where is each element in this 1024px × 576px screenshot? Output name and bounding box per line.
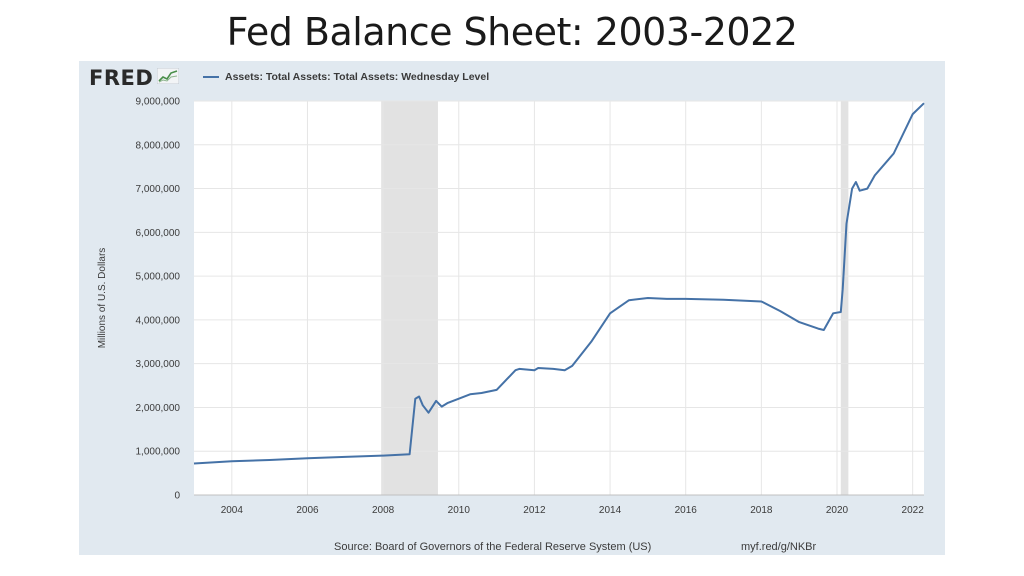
legend-swatch [203, 76, 219, 78]
y-tick-label-2: 2,000,000 [136, 403, 181, 414]
x-tick-label-3: 2010 [448, 505, 471, 516]
y-tick-label-3: 3,000,000 [136, 359, 181, 370]
y-tick-label-6: 6,000,000 [136, 228, 181, 239]
legend-series-name: Assets: Total Assets: Total Assets: Wedn… [225, 71, 490, 83]
fred-logo-text: FRED [89, 66, 154, 90]
fred-chart-panel: FRED Assets: Total Assets: Total Assets:… [79, 61, 945, 555]
x-tick-label-7: 2018 [750, 505, 773, 516]
chart-legend[interactable]: Assets: Total Assets: Total Assets: Wedn… [203, 71, 489, 83]
chart-permalink[interactable]: myf.red/g/NKBr [741, 541, 817, 553]
x-tick-label-9: 2022 [902, 505, 925, 516]
x-tick-label-1: 2006 [296, 505, 319, 516]
chart-source: Source: Board of Governors of the Federa… [334, 541, 652, 553]
y-tick-label-0: 0 [174, 491, 180, 502]
recession-shade-1 [840, 101, 849, 495]
y-tick-label-1: 1,000,000 [136, 447, 181, 458]
x-tick-label-5: 2014 [599, 505, 622, 516]
recession-shade-0 [381, 101, 438, 495]
plot-background [194, 101, 924, 495]
y-axis-title: Millions of U.S. Dollars [97, 248, 108, 349]
x-tick-label-2: 2008 [372, 505, 395, 516]
x-tick-label-4: 2012 [523, 505, 546, 516]
y-tick-label-8: 8,000,000 [136, 140, 181, 151]
y-tick-label-7: 7,000,000 [136, 184, 181, 195]
chart-plot: 0 1,000,000 2,000,000 3,000,000 4,000,000 5,0… [97, 97, 925, 516]
x-tick-label-0: 2004 [221, 505, 244, 516]
y-tick-label-9: 9,000,000 [136, 97, 181, 108]
slide-title: Fed Balance Sheet: 2003-2022 [226, 10, 798, 54]
y-tick-label-4: 4,000,000 [136, 315, 181, 326]
y-tick-label-5: 5,000,000 [136, 272, 181, 283]
series-line-0 [193, 102, 925, 465]
x-tick-label-6: 2016 [675, 505, 698, 516]
x-tick-label-8: 2020 [826, 505, 849, 516]
